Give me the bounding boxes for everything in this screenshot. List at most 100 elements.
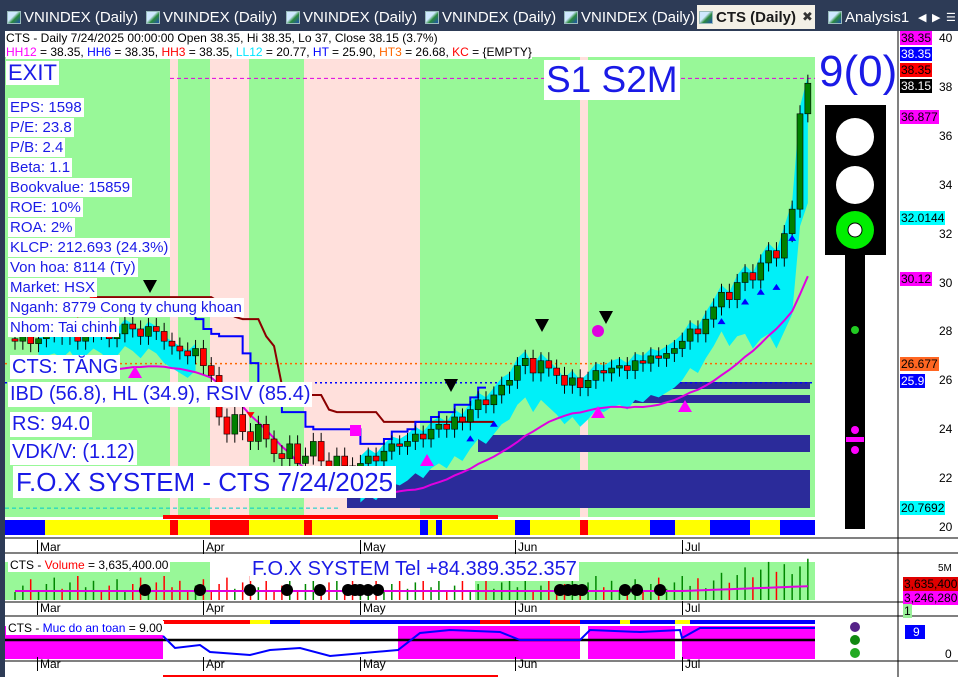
chart-icon xyxy=(425,10,439,24)
trend-band xyxy=(178,57,210,517)
trend-band xyxy=(170,57,178,517)
info-item: Beta: 1.1 xyxy=(8,158,73,177)
candle xyxy=(686,328,694,342)
sell-signal-icon xyxy=(535,319,549,332)
exit-label: EXIT xyxy=(6,60,59,85)
tab-vnindex-4[interactable]: VNINDEX (Daily) xyxy=(423,5,558,29)
tab-cts[interactable]: CTS (Daily) ✖ xyxy=(697,5,815,29)
signal-segment xyxy=(5,520,45,535)
price-tag: 26.677 xyxy=(900,357,939,371)
candle xyxy=(616,365,623,369)
signal-segment xyxy=(515,520,530,535)
info-item: EPS: 1598 xyxy=(8,98,84,117)
sell-signal-icon xyxy=(599,311,613,324)
info-item: Market: HSX xyxy=(8,278,98,297)
light-off-icon xyxy=(836,166,874,204)
candle xyxy=(35,338,42,344)
indicator-value: = 38.35, xyxy=(111,45,162,59)
signal-segment xyxy=(750,520,780,535)
info-item: P/B: 2.4 xyxy=(8,138,66,157)
candle xyxy=(561,375,568,386)
tab-vnindex-5[interactable]: VNINDEX (Daily) xyxy=(562,5,697,29)
tab-label: VNINDEX (Daily) xyxy=(163,8,278,26)
candle xyxy=(474,399,482,410)
status-dot xyxy=(851,426,859,434)
price-tick: 28 xyxy=(939,324,953,339)
month-label: Apr xyxy=(203,540,225,554)
tab-vnindex-3[interactable]: VNINDEX (Daily) xyxy=(284,5,419,29)
candle xyxy=(207,365,215,376)
signal-label: S1 S2M xyxy=(544,59,680,100)
marker-dot xyxy=(592,325,604,337)
candle xyxy=(168,340,176,347)
candle xyxy=(443,424,451,430)
info-item: Nganh: 8779 Cong ty chung khoan xyxy=(8,298,244,317)
price-tick: 32 xyxy=(939,226,953,241)
volume-signal-dot xyxy=(631,584,643,596)
tab-label: VNINDEX (Daily) xyxy=(24,8,139,26)
month-label: May xyxy=(360,540,386,554)
tab-menu-icon[interactable]: ☰ xyxy=(946,11,956,24)
buy-arrow-icon xyxy=(489,420,498,427)
tab-analysis1[interactable]: Analysis1 xyxy=(826,5,911,29)
safety-line xyxy=(162,627,815,658)
candle xyxy=(11,338,19,342)
volume-symbol: CTS xyxy=(10,558,34,572)
candle xyxy=(514,365,521,381)
sell-arrow-icon xyxy=(246,412,255,419)
sell-signal-icon xyxy=(143,280,157,293)
trend-band xyxy=(210,57,249,517)
indicator-name: HH12 xyxy=(6,45,37,59)
volume-signal-dot xyxy=(619,584,631,596)
volume-tag: 1 xyxy=(903,604,912,618)
safety-segment xyxy=(675,620,690,624)
safety-segment xyxy=(550,620,580,624)
buy-arrow-icon xyxy=(717,318,726,325)
candle xyxy=(506,379,513,386)
candle xyxy=(639,360,647,364)
candle xyxy=(780,233,788,259)
tab-vnindex-1[interactable]: VNINDEX (Daily) xyxy=(5,5,140,29)
status-bar xyxy=(846,437,864,442)
candle xyxy=(200,348,207,366)
buy-arrow-icon xyxy=(741,298,750,305)
signal-segment xyxy=(210,520,249,535)
signal-segment xyxy=(442,520,515,535)
chart-icon xyxy=(146,10,160,24)
candle xyxy=(702,318,710,335)
trend-channel xyxy=(360,75,808,503)
price-tick: 34 xyxy=(939,177,953,192)
price-tick: 40 xyxy=(939,31,953,45)
candle xyxy=(655,355,663,359)
candle xyxy=(451,416,458,430)
candle xyxy=(741,272,749,283)
candle xyxy=(302,455,309,464)
signal-segment xyxy=(436,520,442,535)
price-tick: 38 xyxy=(939,79,953,94)
volume-signal-dot xyxy=(362,584,374,596)
month-label: May xyxy=(360,657,386,671)
signal-segment xyxy=(710,520,750,535)
close-tab-icon[interactable]: ✖ xyxy=(802,9,813,24)
signal-segment xyxy=(249,520,304,535)
signal-segment xyxy=(580,520,588,535)
candle xyxy=(537,360,545,374)
candle xyxy=(364,455,372,464)
candle xyxy=(160,331,168,342)
candle xyxy=(262,424,270,440)
price-tag: 30.12 xyxy=(900,272,933,286)
contact-label: F.O.X SYSTEM Tel +84.389.352.357 xyxy=(250,557,579,581)
price-tick: 24 xyxy=(939,422,953,437)
candle xyxy=(396,443,403,447)
tab-vnindex-2[interactable]: VNINDEX (Daily) xyxy=(144,5,279,29)
month-label: Jul xyxy=(682,657,700,671)
safety-segment xyxy=(480,620,510,624)
signal-segment xyxy=(170,520,178,535)
info-item: ROE: 10% xyxy=(8,198,83,217)
candle xyxy=(255,424,262,442)
indicator-value: = 26.68, xyxy=(401,45,453,59)
scroll-right-icon[interactable]: ▶ xyxy=(932,11,941,24)
signal-pole xyxy=(845,255,865,529)
scroll-left-icon[interactable]: ◀ xyxy=(918,11,927,24)
safety-segment xyxy=(250,620,270,624)
